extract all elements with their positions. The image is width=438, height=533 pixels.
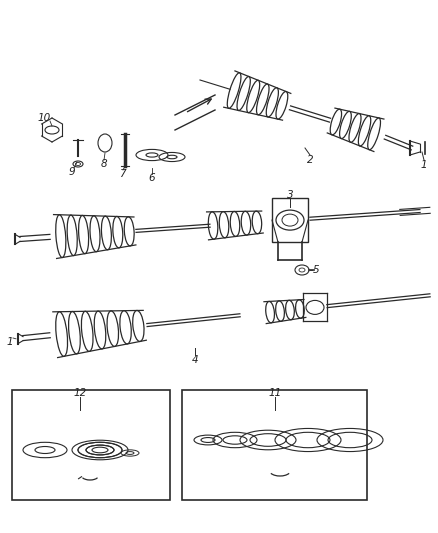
- Text: 1: 1: [7, 337, 13, 347]
- Text: 2: 2: [307, 155, 313, 165]
- Text: 6: 6: [148, 173, 155, 183]
- Text: 11: 11: [268, 388, 282, 398]
- Text: 10: 10: [37, 113, 51, 123]
- Text: 1: 1: [420, 160, 427, 170]
- Text: 12: 12: [74, 388, 87, 398]
- Text: 8: 8: [101, 159, 107, 169]
- Text: 3: 3: [287, 190, 293, 200]
- Text: 5: 5: [313, 265, 319, 275]
- Bar: [182, 390, 367, 500]
- Bar: [272, 198, 308, 242]
- Text: 4: 4: [192, 355, 198, 365]
- Text: 9: 9: [69, 167, 75, 177]
- Text: 7: 7: [119, 169, 125, 179]
- Bar: [12, 390, 170, 500]
